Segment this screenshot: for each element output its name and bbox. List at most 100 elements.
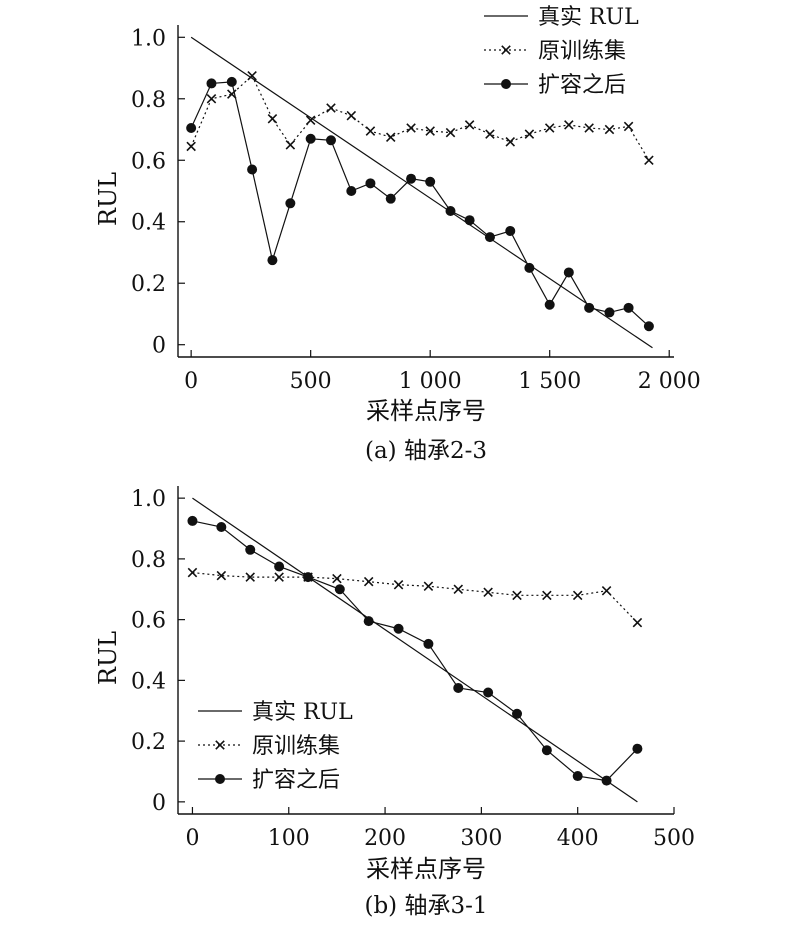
chart0-series-1-point [365, 126, 376, 136]
chart1-series-2-point [363, 616, 374, 627]
chart0-ytick-label: 1.0 [131, 26, 166, 51]
chart0-series-2-point [285, 198, 296, 209]
chart1-series-1-point [512, 590, 522, 601]
chart0-series-2-point [623, 302, 634, 313]
chart0-legend-label-1: 原训练集 [538, 39, 626, 64]
chart0-series-2-point [425, 176, 436, 187]
chart0-series-2-point [305, 133, 316, 144]
chart0-legend-marker-1 [501, 45, 511, 55]
chart1-series-1-point [632, 617, 643, 628]
chart0-series-2-point [247, 164, 258, 175]
chart1-series-2-point [216, 522, 227, 532]
chart0-series-2-point [226, 76, 237, 87]
chart1-series-2-point [632, 743, 643, 754]
chart1-series-2-point [245, 544, 256, 555]
chart0-series-1-point [584, 123, 594, 133]
chart0-series-2-point [365, 178, 376, 189]
chart0-caption: (a) 轴承2-3 [365, 438, 487, 464]
chart1-ytick-label: 0.6 [131, 609, 166, 634]
chart0-series-2-line [190, 81, 650, 327]
chart1-series-1-point [245, 572, 255, 582]
chart0-series-1-point [425, 126, 435, 136]
chart1-series-2-line [192, 520, 638, 782]
chart1-legend-marker-2 [215, 774, 225, 784]
chart1-series-1-point [542, 590, 552, 601]
chart0-series-1-point [485, 129, 495, 139]
chart1-legend-label-1: 原训练集 [252, 734, 340, 759]
chart1-series-1-point [572, 590, 583, 601]
chart1-y-axis-label: RUL [94, 631, 122, 685]
chart0-series-2-point [604, 307, 615, 318]
chart0-xtick-label: 1 000 [399, 369, 462, 394]
chart0-series-1-point [305, 115, 316, 126]
chart0-series-2-point [584, 302, 595, 313]
chart0-ytick-label: 0.6 [131, 149, 166, 174]
chart0-series-1-point [267, 113, 278, 124]
chart0-series-2-point [346, 186, 357, 196]
chart1-xtick-label: 400 [557, 826, 599, 851]
chart1-legend-marker-1 [215, 740, 225, 750]
chart0-series-2-point [563, 267, 574, 278]
chart0-series-2-point [464, 215, 475, 226]
chart1-series-2-point [393, 623, 404, 634]
chart0-series-2-point [186, 122, 197, 133]
chart0-series-2-point [206, 78, 217, 89]
chart0-xtick-label: 0 [184, 369, 198, 394]
chart1-ytick-label: 0.4 [131, 669, 166, 694]
chart0-ytick-label: 0.8 [131, 88, 166, 113]
chart1-series-2-point [601, 775, 612, 786]
chart0-ytick-label: 0.4 [131, 211, 166, 236]
chart0-series-1-point [206, 94, 217, 104]
chart0-series-2-point [544, 299, 555, 310]
chart0-series-2-point [385, 193, 396, 204]
chart0-legend-label-2: 扩容之后 [538, 73, 626, 98]
chart0-legend-label-0: 真实 RUL [538, 5, 639, 30]
chart0-xtick-label: 1 500 [518, 369, 581, 394]
chart1-xtick-label: 500 [653, 826, 695, 851]
chart1-series-2-point [512, 708, 523, 719]
chart1-series-2-point [274, 561, 285, 572]
chart0-ytick-label: 0.2 [131, 272, 166, 297]
chart1-series-1-point [393, 579, 404, 590]
chart1-ytick-label: 0 [152, 791, 166, 816]
chart0-series-2-point [484, 232, 495, 243]
chart1-caption: (b) 轴承3-1 [364, 893, 487, 919]
chart1-series-0-line [192, 497, 638, 803]
chart0-series-2-point [643, 321, 654, 332]
chart1-xtick-label: 200 [364, 826, 406, 851]
chart0-series-1-point [346, 110, 357, 121]
chart0-series-1-point [186, 141, 196, 152]
chart1-x-axis-label: 采样点序号 [366, 855, 486, 883]
chart1-series-2-point [483, 687, 494, 698]
chart1-legend-label-0: 真实 RUL [252, 700, 353, 725]
chart0-series-2-point [406, 173, 417, 184]
chart0-xtick-label: 500 [290, 369, 332, 394]
chart1-series-2-point [303, 572, 314, 583]
chart1-series-2-point [334, 584, 345, 595]
chart1-series-1-point [423, 581, 434, 591]
chart0-series-1-point [464, 120, 475, 130]
chart0-series-1-point [445, 127, 456, 138]
chart1-series-1-point [453, 584, 464, 595]
chart1-ytick-label: 0.8 [131, 548, 166, 573]
chart1-series-1-point [363, 576, 374, 587]
chart1-ytick-label: 0.2 [131, 730, 166, 755]
chart0-xtick-label: 2 000 [638, 369, 701, 394]
chart0-series-1-point [623, 121, 634, 132]
chart1-series-1-point [187, 567, 198, 578]
chart1-xtick-label: 0 [185, 826, 199, 851]
chart1-ytick-label: 1.0 [131, 487, 166, 512]
chart1-series-2-point [541, 745, 552, 756]
chart1-series-1-point [601, 586, 612, 596]
chart1-series-1-point [332, 573, 342, 584]
chart0-y-axis-label: RUL [94, 172, 122, 226]
chart0-series-1-point [406, 123, 416, 133]
chart0-series-1-point [604, 124, 615, 135]
chart0-series-2-point [505, 225, 516, 236]
chart1-series-1-point [216, 570, 227, 581]
chart1-series-1-line [192, 571, 638, 624]
chart1-xtick-label: 300 [460, 826, 502, 851]
chart0-series-2-point [445, 205, 456, 216]
chart0-series-1-point [524, 129, 535, 139]
chart0-series-1-point [564, 120, 574, 130]
